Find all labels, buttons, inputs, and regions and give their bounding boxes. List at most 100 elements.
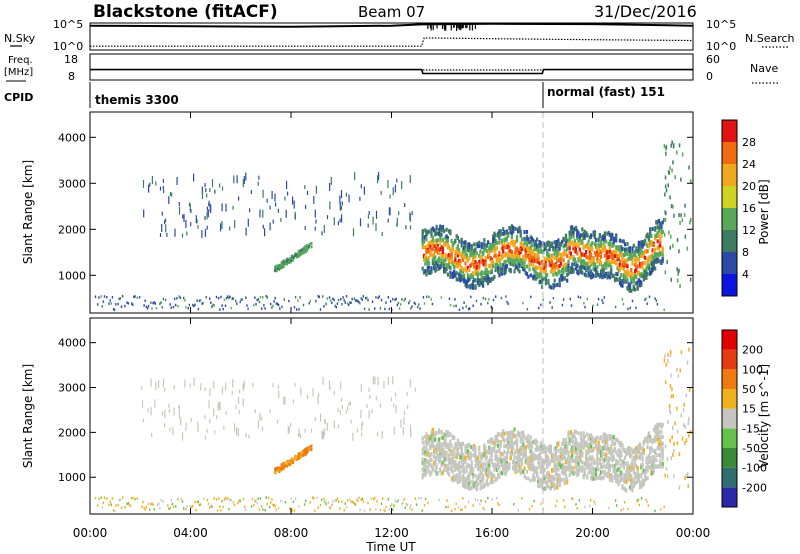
velocity-cell xyxy=(615,478,618,483)
power-cell xyxy=(507,251,510,256)
power-cell xyxy=(482,261,485,266)
velocity-cell xyxy=(558,483,561,487)
power-cell xyxy=(487,301,489,305)
power-cell xyxy=(396,303,399,307)
power-cell xyxy=(192,303,194,307)
velocity-cell xyxy=(572,471,575,476)
velocity-cell xyxy=(310,447,313,451)
velocity-cell xyxy=(603,442,606,447)
power-cell xyxy=(544,268,547,273)
power-cell xyxy=(493,236,496,241)
power-cell xyxy=(635,246,638,251)
velocity-cell xyxy=(610,444,613,449)
velocity-cell xyxy=(446,499,448,502)
power-cell xyxy=(466,248,470,252)
power-cell xyxy=(537,250,540,255)
velocity-cell xyxy=(250,505,253,508)
velocity-cell xyxy=(593,460,596,465)
power-cell xyxy=(473,249,476,254)
power-cell xyxy=(646,272,649,277)
velocity-cell xyxy=(596,455,599,460)
power-cell xyxy=(340,297,342,301)
power-cell xyxy=(524,256,527,261)
power-cell xyxy=(631,258,634,263)
velocity-cell xyxy=(659,461,662,466)
power-cell xyxy=(529,273,532,278)
power-cell xyxy=(115,303,117,306)
velocity-cell xyxy=(258,508,261,511)
velocity-cell xyxy=(439,459,442,464)
power-cell xyxy=(438,227,441,232)
power-cell xyxy=(523,267,526,272)
power-cell xyxy=(480,275,483,280)
power-cell xyxy=(564,242,568,247)
velocity-cell xyxy=(446,445,449,450)
velocity-cell xyxy=(652,437,655,442)
power-cell xyxy=(448,260,451,265)
velocity-cell xyxy=(539,477,542,482)
velocity-cell xyxy=(376,500,378,503)
power-cell xyxy=(605,239,608,244)
power-cell xyxy=(572,230,575,235)
velocity-cell xyxy=(360,498,362,501)
power-cell xyxy=(644,261,647,266)
velocity-cell xyxy=(461,457,465,461)
velocity-cell xyxy=(635,446,638,450)
power-cell xyxy=(558,277,561,282)
power-cell xyxy=(453,271,456,276)
velocity-cell xyxy=(683,423,685,428)
velocity-cell xyxy=(435,450,438,455)
velocity-cell xyxy=(602,459,605,464)
velocity-cell xyxy=(162,500,164,503)
velocity-cell xyxy=(289,461,292,465)
power-cell xyxy=(273,300,275,303)
power-cell xyxy=(461,275,465,280)
velocity-cell xyxy=(503,456,506,461)
power-cell xyxy=(515,238,519,243)
velocity-cell xyxy=(536,447,539,452)
velocity-cell xyxy=(590,457,593,462)
power-cell xyxy=(465,269,468,274)
power-cell xyxy=(606,250,609,255)
velocity-cell xyxy=(615,458,618,463)
velocity-cell xyxy=(671,387,673,392)
power-cell xyxy=(586,297,588,301)
velocity-cell xyxy=(656,435,659,440)
power-cell xyxy=(611,242,614,246)
velocity-cell xyxy=(503,462,506,467)
power-cell xyxy=(453,265,456,270)
velocity-cell xyxy=(541,483,544,488)
velocity-cell xyxy=(505,454,508,459)
velocity-cell xyxy=(479,481,482,486)
power-cell xyxy=(597,248,600,253)
power-cell xyxy=(178,202,180,206)
velocity-cell xyxy=(596,460,599,465)
velocity-cell xyxy=(532,463,535,467)
power-cell xyxy=(219,308,221,311)
power-cell xyxy=(656,257,659,262)
power-cell xyxy=(425,272,428,277)
power-cell xyxy=(649,233,652,238)
power-cell xyxy=(559,274,562,279)
velocity-cell xyxy=(617,461,620,466)
velocity-cell xyxy=(618,451,622,456)
power-cell xyxy=(622,303,625,306)
power-cell xyxy=(221,203,223,212)
power-cell xyxy=(314,209,316,218)
power-cell xyxy=(552,285,555,290)
velocity-cell xyxy=(433,449,436,454)
velocity-cell xyxy=(611,438,614,443)
power-cell xyxy=(449,303,452,307)
velocity-cell xyxy=(649,446,652,451)
velocity-cell xyxy=(485,455,488,460)
power-cell xyxy=(234,220,236,229)
velocity-cell xyxy=(254,500,256,503)
velocity-cell xyxy=(446,433,449,438)
velocity-cell xyxy=(471,483,475,488)
power-cell xyxy=(235,299,237,303)
velocity-cell xyxy=(292,399,294,404)
velocity-cell xyxy=(590,444,593,449)
power-cell xyxy=(514,258,517,263)
power-cell xyxy=(468,243,471,248)
power-cell xyxy=(558,246,561,251)
